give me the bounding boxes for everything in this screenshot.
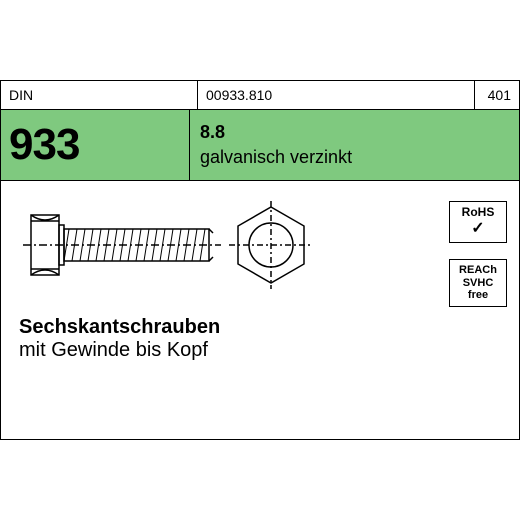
reach-line1: REACh xyxy=(452,264,504,277)
reach-badge: REACh SVHC free xyxy=(449,259,507,307)
standard-label: DIN xyxy=(1,81,198,109)
rohs-label: RoHS xyxy=(452,206,504,220)
standard-number: 933 xyxy=(1,110,190,180)
rohs-badge: RoHS ✓ xyxy=(449,201,507,243)
header-row: DIN 00933.810 401 xyxy=(1,81,519,110)
body-area: Sechskantschrauben mit Gewinde bis Kopf … xyxy=(1,181,519,441)
bolt-drawing xyxy=(21,195,321,295)
strength-class: 8.8 xyxy=(200,122,509,143)
spec-card: DIN 00933.810 401 933 8.8 galvanisch ver… xyxy=(0,80,520,440)
description-line1: Sechskantschrauben xyxy=(19,316,220,339)
description-line2: mit Gewinde bis Kopf xyxy=(19,339,220,362)
green-band: 933 8.8 galvanisch verzinkt xyxy=(1,110,519,181)
reach-line3: free xyxy=(452,289,504,302)
finish-text: galvanisch verzinkt xyxy=(200,147,509,168)
article-code: 00933.810 xyxy=(198,81,475,109)
reach-line2: SVHC xyxy=(452,277,504,290)
green-right: 8.8 galvanisch verzinkt xyxy=(190,110,519,180)
right-code: 401 xyxy=(475,81,519,109)
description: Sechskantschrauben mit Gewinde bis Kopf xyxy=(19,316,220,362)
rohs-check-icon: ✓ xyxy=(452,220,504,238)
